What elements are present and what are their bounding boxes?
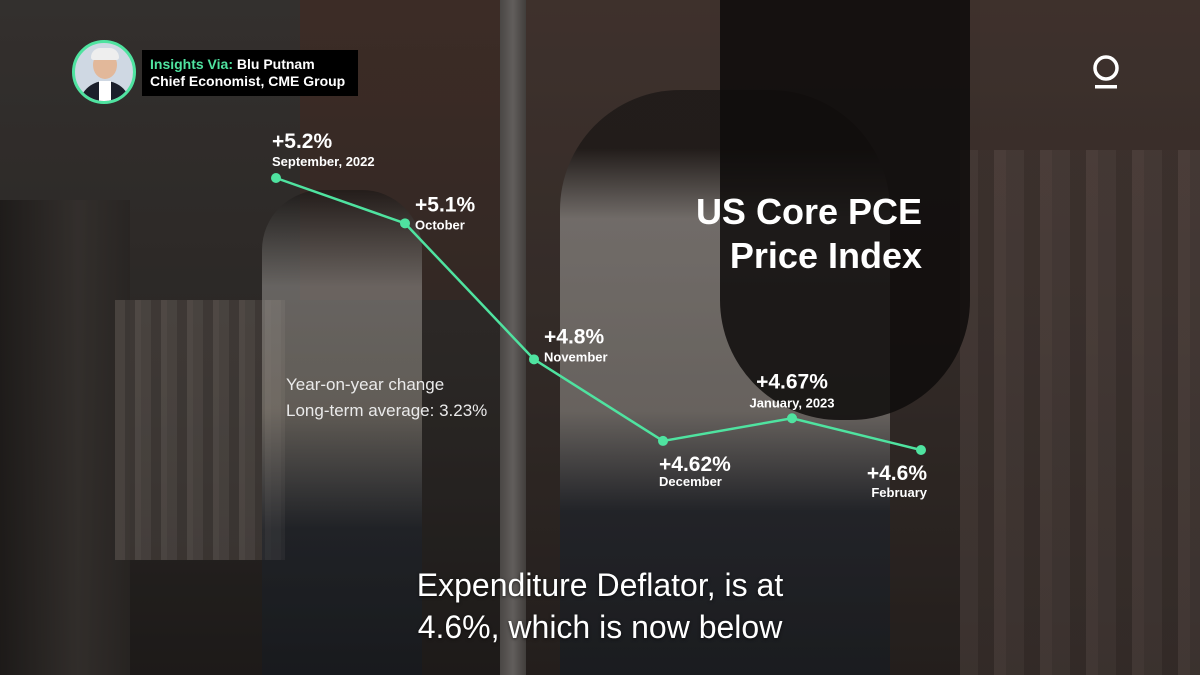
month-label: October — [415, 217, 465, 232]
chart-notes: Year-on-year change Long-term average: 3… — [286, 372, 487, 424]
month-label: February — [871, 485, 927, 500]
chart-title-line2: Price Index — [729, 235, 922, 276]
data-point — [529, 354, 539, 365]
host-prefix: Insights Via: — [150, 56, 233, 72]
month-label: December — [659, 474, 722, 489]
data-point — [400, 218, 410, 229]
host-name: Blu Putnam — [236, 56, 315, 72]
brand-logo-icon — [1093, 55, 1119, 89]
data-point — [787, 413, 797, 424]
data-point — [916, 445, 926, 455]
month-label: January, 2023 — [749, 395, 834, 410]
subtitle-caption: Expenditure Deflator, is at 4.6%, which … — [0, 564, 1200, 648]
series-line — [275, 176, 922, 452]
month-label: September, 2022 — [272, 154, 375, 169]
data-value-label: +4.8% — [544, 325, 604, 348]
data-value-label: +5.1% — [415, 193, 475, 216]
data-value-label: +4.67% — [756, 370, 828, 393]
caption-line1: Expenditure Deflator, is at — [416, 567, 784, 603]
notes-yoy: Year-on-year change — [286, 375, 445, 394]
chart-title-line1: US Core PCE — [695, 191, 922, 232]
host-role: Chief Economist, CME Group — [150, 73, 346, 89]
notes-long-term-average: Long-term average: 3.23% — [286, 401, 488, 420]
data-value-label: +4.62% — [659, 453, 731, 476]
data-value-label: +5.2% — [272, 130, 332, 153]
host-avatar — [72, 40, 136, 104]
caption-line2: 4.6%, which is now below — [417, 609, 783, 645]
data-value-label: +4.6% — [867, 462, 927, 485]
data-point — [271, 173, 281, 183]
data-point — [658, 435, 668, 446]
month-label: November — [544, 349, 608, 364]
host-badge: Insights Via: Blu Putnam Chief Economist… — [142, 50, 358, 96]
host-name-line: Insights Via: Blu Putnam — [150, 56, 350, 73]
chart-title: US Core PCE Price Index — [600, 190, 922, 278]
